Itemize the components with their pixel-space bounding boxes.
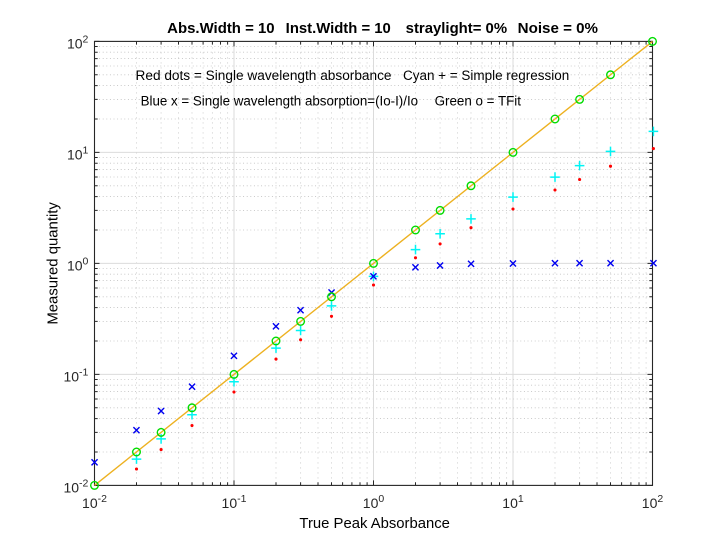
- svg-text:Red dots = Single wavelength a: Red dots = Single wavelength absorbance C…: [136, 68, 570, 109]
- svg-text:Measured quantity: Measured quantity: [45, 201, 61, 324]
- svg-text:True Peak Absorbance: True Peak Absorbance: [299, 516, 450, 532]
